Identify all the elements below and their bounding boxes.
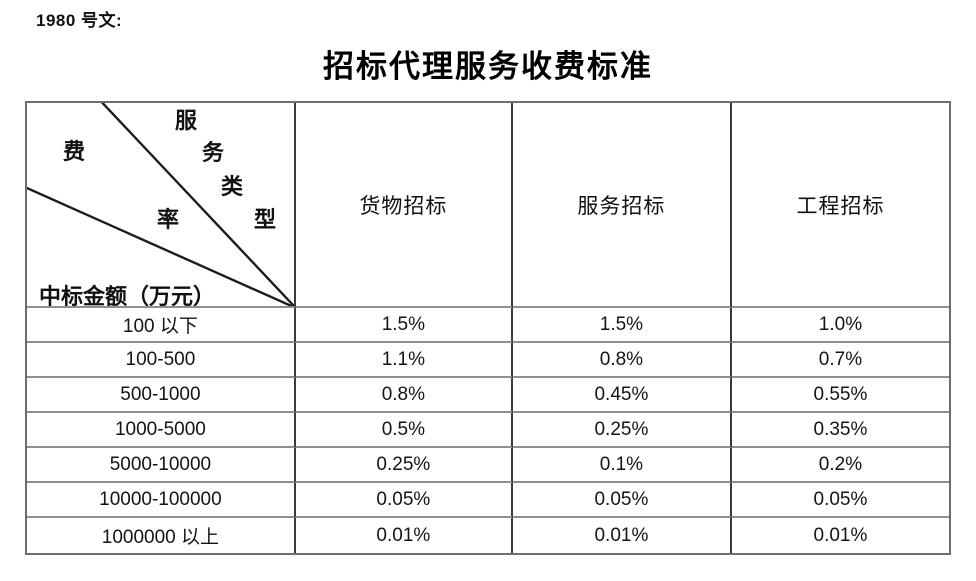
doc-number: 1980 号文: [36,11,123,30]
row-label: 100 以下 [27,308,296,343]
rate-cell: 0.8% [295,378,513,413]
diagonal-lines [27,103,294,306]
rate-cell: 0.5% [295,413,513,448]
rate-cell: 0.05% [731,483,949,518]
row-label: 500-1000 [27,378,296,413]
corner-char-wu: 务 [202,140,225,165]
rate-cell: 0.7% [731,343,949,378]
column-header-works: 工程招标 [731,103,949,308]
diagonal-line-lower [27,186,294,306]
rate-cell: 0.05% [512,483,732,518]
rate-cell: 1.0% [731,308,949,343]
rate-cell: 0.25% [295,448,513,483]
row-label: 5000-10000 [27,448,296,483]
rate-cell: 0.8% [512,343,732,378]
rate-cell: 0.55% [731,378,949,413]
amount-axis-label: 中标金额（万元） [39,284,216,308]
corner-char-xing: 型 [254,207,277,232]
rate-cell: 0.01% [296,518,513,553]
corner-header-cell: 费 率 服 务 类 型 中标金额（万元） [27,103,296,308]
rate-cell: 0.05% [295,483,513,518]
column-header-goods: 货物招标 [295,103,513,308]
diagonal-line-upper [100,103,294,306]
rate-cell: 0.01% [813,524,868,546]
row-label: 1000000 以上 [27,518,296,553]
corner-char-lei: 类 [221,174,244,199]
corner-char-fee: 费 [63,139,86,164]
rate-cell: 1.5% [512,308,732,343]
rate-cell: 0.25% [512,413,732,448]
rate-cell: 0.1% [512,448,732,483]
row-label: 1000-5000 [27,413,296,448]
fee-table: 费 率 服 务 类 型 中标金额（万元） 货物招标 服务招标 工程招标 100 … [25,101,951,555]
corner-char-service: 服 [175,108,198,133]
page-title: 招标代理服务收费标准 [323,49,653,84]
rate-cell: 0.45% [512,378,732,413]
row-label: 100-500 [27,343,296,378]
rate-cell: 0.2% [731,448,949,483]
rate-cell: 0.35% [731,413,949,448]
rate-cell: 0.01% [513,518,732,553]
row-label: 10000-100000 [27,483,296,518]
column-header-services: 服务招标 [512,103,732,308]
rate-cell: 1.5% [295,308,513,343]
corner-char-rate: 率 [157,207,180,232]
rate-cell: 1.1% [295,343,513,378]
